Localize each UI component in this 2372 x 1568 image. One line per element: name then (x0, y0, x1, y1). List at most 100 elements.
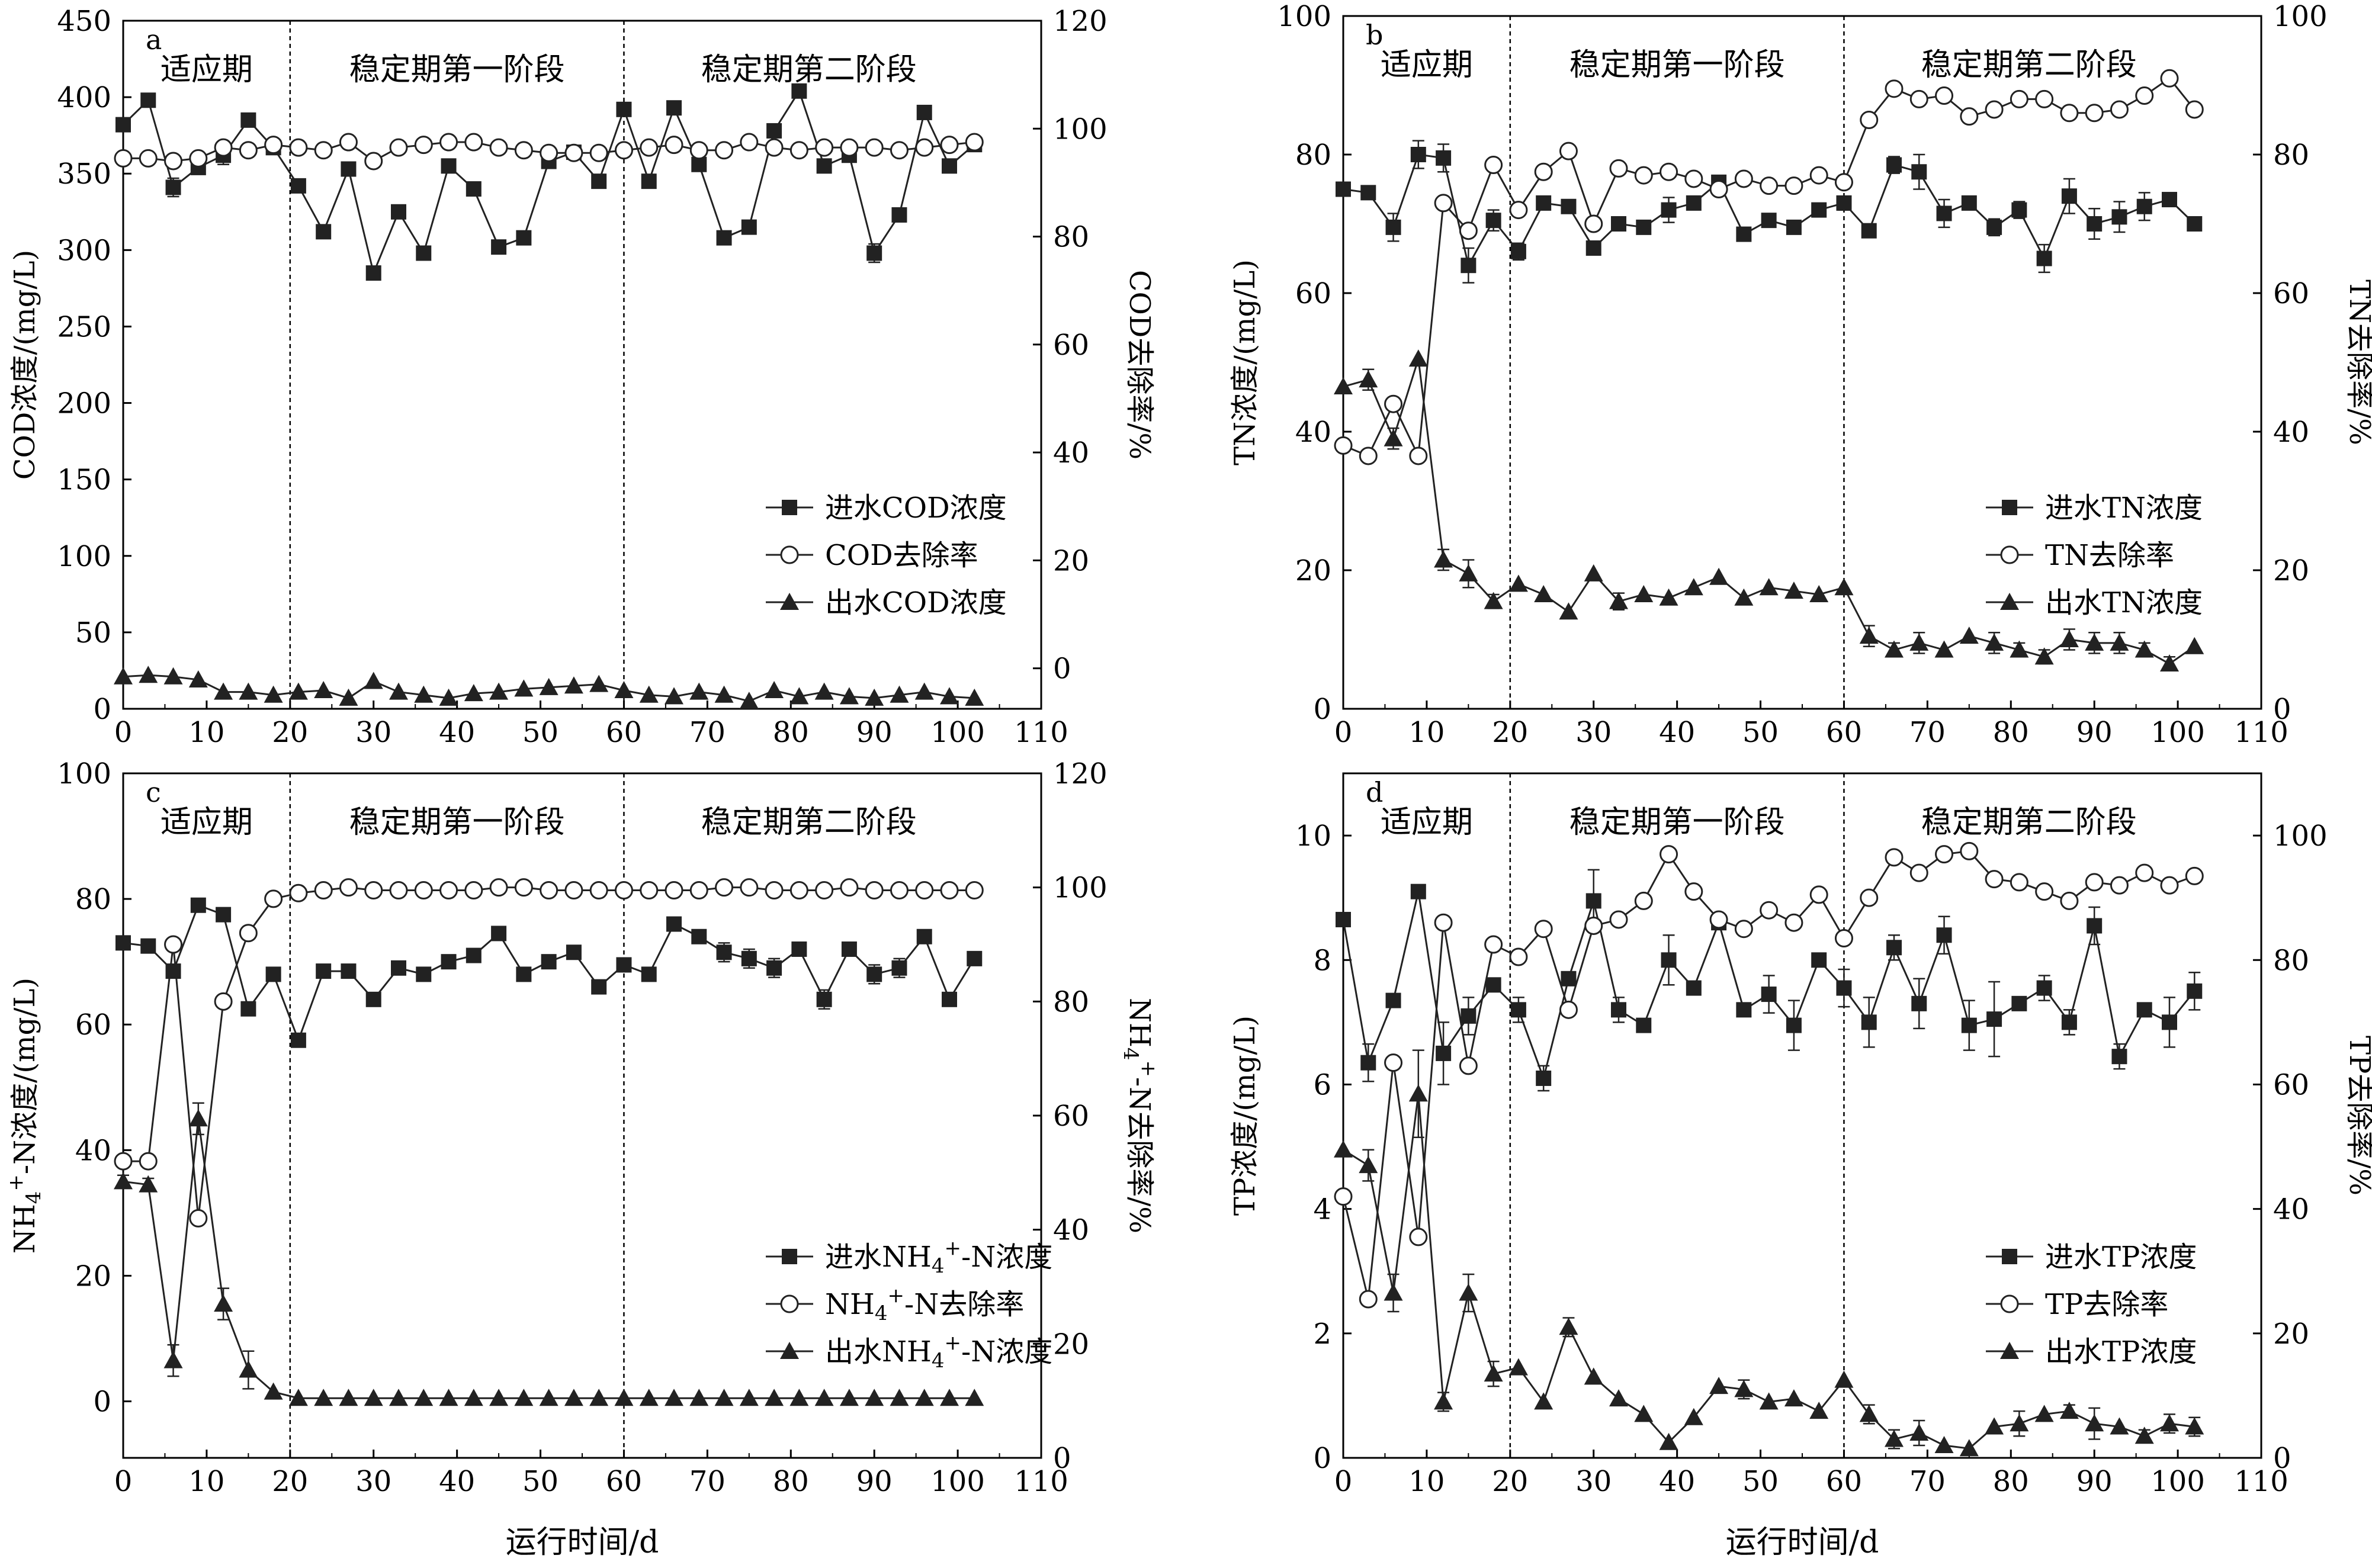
data-point (439, 1389, 458, 1406)
x-tick-label: 80 (1993, 1465, 2029, 1498)
x-tick-label: 30 (355, 1465, 391, 1498)
data-point (2185, 637, 2204, 654)
data-point (1634, 166, 1653, 185)
data-point (1935, 86, 1954, 105)
data-point (689, 1389, 709, 1406)
data-point (2036, 980, 2052, 996)
data-point (1508, 574, 1528, 592)
data-point (840, 138, 859, 157)
data-point (1384, 394, 1403, 413)
data-point (1434, 550, 1453, 568)
data-point (416, 966, 432, 982)
y-tick-label: 100 (57, 540, 111, 573)
y-axis-label: TN浓度/(mg/L) (1228, 259, 1262, 465)
x-tick-label: 80 (773, 1465, 809, 1498)
x-tick-label: 10 (188, 716, 224, 749)
data-point (1384, 1283, 1403, 1301)
data-point (916, 928, 932, 944)
y2-tick-label: 20 (2273, 554, 2309, 587)
data-point (1686, 980, 1702, 996)
x-tick-label: 60 (606, 716, 642, 749)
data-point (1834, 928, 1853, 947)
data-point (516, 966, 532, 982)
data-point (666, 916, 682, 932)
data-point (1334, 436, 1353, 455)
data-point (1408, 1084, 1428, 1102)
data-point (1985, 100, 2004, 119)
y2-axis-label: TP去除率/% (2343, 1036, 2372, 1196)
series-removal (114, 878, 984, 1228)
data-point (1509, 201, 1528, 220)
data-point (314, 881, 333, 899)
data-point (689, 682, 709, 700)
y2-tick-label: 40 (2273, 1193, 2309, 1226)
data-point (214, 992, 233, 1011)
data-point (914, 1389, 934, 1406)
data-point (1559, 602, 1578, 620)
data-point (1410, 147, 1426, 162)
data-point (566, 944, 582, 960)
data-point (839, 1389, 859, 1406)
data-point (164, 935, 183, 954)
data-point (1536, 195, 1552, 211)
data-point (1334, 377, 1353, 394)
data-point (1736, 1002, 1752, 1018)
data-point (239, 141, 258, 160)
series-effluent (114, 666, 984, 709)
x-tick-label: 60 (1826, 716, 1862, 749)
data-point (1909, 633, 1929, 651)
data-point (1336, 911, 1351, 927)
data-point (1636, 219, 1652, 235)
y-tick-label: 80 (1295, 139, 1331, 172)
data-point (914, 682, 934, 700)
data-point (741, 950, 757, 966)
y2-tick-label: 20 (2273, 1318, 2309, 1351)
panel-cod: 0 10 20 30 40 50 60 70 80 90 100 110050100150200250… (8, 5, 1156, 749)
y-axis-label: COD浓度/(mg/L) (8, 250, 41, 480)
data-point (1909, 89, 1928, 108)
data-point (2010, 1414, 2029, 1432)
data-point (1934, 1435, 1954, 1453)
data-point (2136, 1002, 2152, 1018)
data-point (765, 881, 784, 899)
data-point (1760, 176, 1779, 195)
x-tick-label: 90 (2076, 716, 2113, 749)
data-point (589, 881, 608, 899)
data-point (791, 83, 807, 99)
x-axis-label-left: 运行时间/d (506, 1525, 659, 1560)
data-point (1784, 913, 1803, 932)
y2-axis-label: NH4+-N去除率/% (1119, 998, 1160, 1233)
data-point (915, 881, 934, 899)
series-effluent (1334, 349, 2204, 671)
y2-tick-label: 80 (1053, 985, 1089, 1018)
data-point (967, 950, 983, 966)
y2-tick-label: 60 (1053, 1100, 1089, 1133)
x-tick-label: 50 (522, 716, 559, 749)
data-point (1534, 162, 1553, 181)
x-tick-label: 50 (1742, 1465, 1779, 1498)
data-point (1911, 164, 1927, 180)
x-tick-label: 70 (689, 1465, 726, 1498)
x-tick-label: 40 (1659, 716, 1695, 749)
data-point (2010, 89, 2028, 108)
data-point (491, 239, 507, 255)
data-point (940, 687, 959, 705)
data-point (1809, 885, 1828, 904)
data-point (2034, 1405, 2054, 1422)
data-point (1811, 202, 1827, 218)
data-point (2162, 1014, 2177, 1030)
data-point (890, 685, 909, 703)
x-tick-label: 0 (114, 1465, 133, 1498)
x-tick-label: 90 (856, 716, 893, 749)
legend-marker-influent (782, 1249, 797, 1264)
data-point (489, 878, 508, 897)
data-point (689, 141, 708, 160)
data-point (1659, 1432, 1678, 1450)
data-point (2010, 640, 2029, 658)
legend-label-removal: TN去除率 (2045, 539, 2174, 572)
data-point (339, 688, 358, 706)
data-point (1484, 592, 1503, 609)
series-removal (1334, 841, 2204, 1309)
y2-tick-label: 40 (1053, 1214, 1089, 1247)
data-point (666, 100, 682, 116)
